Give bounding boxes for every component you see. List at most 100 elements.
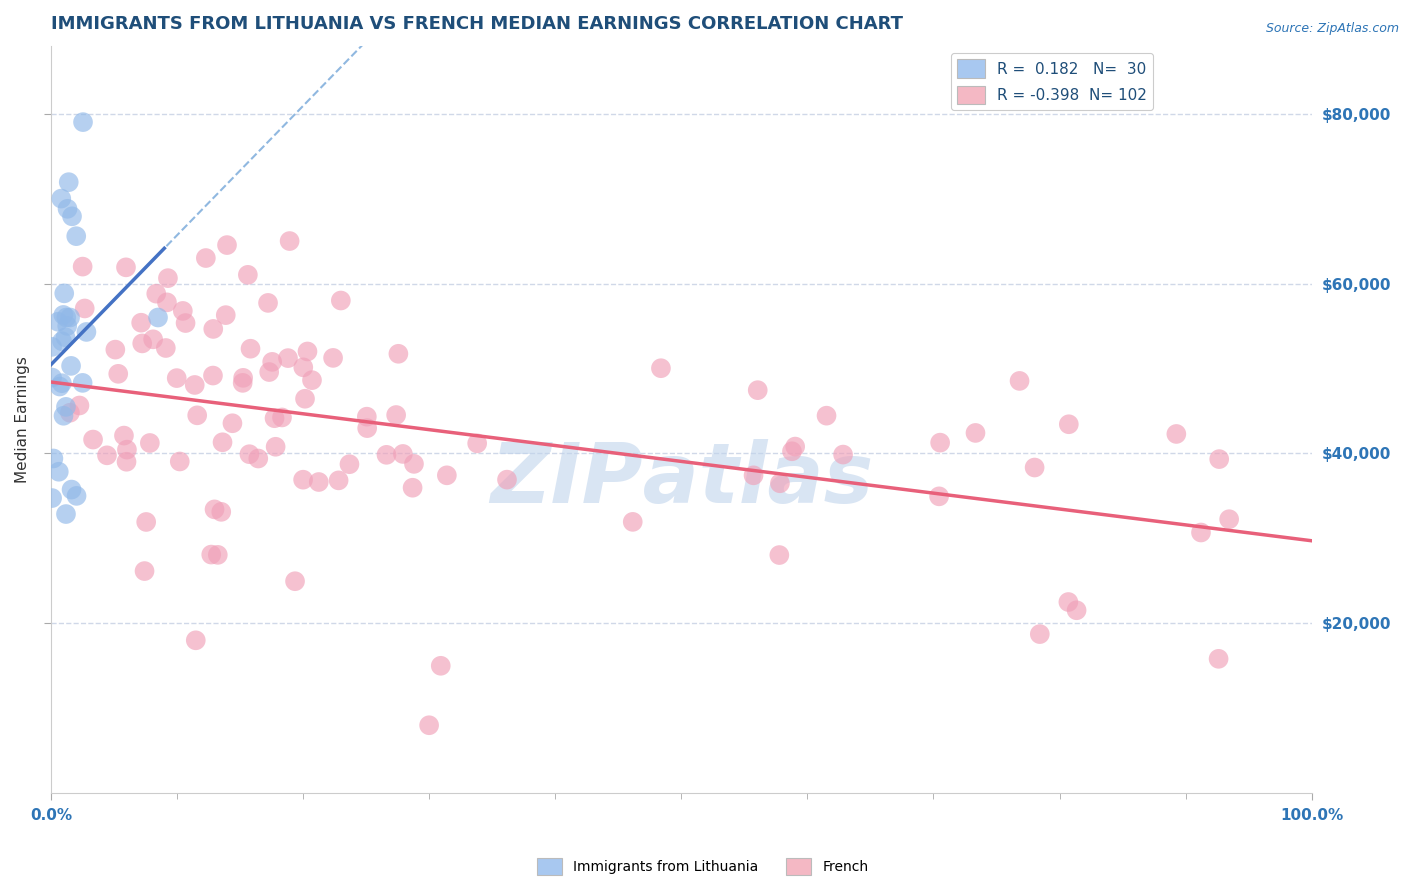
Point	[41, 340, 63, 354]
Point	[1208, 452, 1230, 467]
Point	[1057, 417, 1080, 432]
Point	[965, 425, 987, 440]
Point	[135, 515, 157, 529]
Point	[650, 361, 672, 376]
Point	[262, 355, 284, 369]
Point	[385, 408, 408, 422]
Point	[186, 409, 208, 423]
Point	[104, 343, 127, 357]
Point	[209, 505, 232, 519]
Point	[73, 301, 96, 316]
Point	[322, 351, 344, 365]
Point	[815, 409, 838, 423]
Point	[1166, 426, 1188, 441]
Point	[402, 457, 425, 471]
Point	[375, 448, 398, 462]
Point	[496, 473, 519, 487]
Point	[60, 359, 83, 373]
Point	[200, 548, 222, 562]
Point	[1057, 595, 1080, 609]
Point	[184, 378, 207, 392]
Point	[65, 229, 87, 244]
Point	[55, 400, 77, 414]
Point	[429, 658, 451, 673]
Point	[72, 376, 94, 390]
Text: Source: ZipAtlas.com: Source: ZipAtlas.com	[1265, 22, 1399, 36]
Point	[271, 410, 294, 425]
Point	[51, 334, 73, 349]
Point	[436, 468, 458, 483]
Point	[392, 447, 415, 461]
Point	[65, 489, 87, 503]
Point	[60, 483, 83, 497]
Point	[1008, 374, 1031, 388]
Point	[329, 293, 352, 308]
Point	[146, 310, 169, 325]
Point	[215, 308, 238, 322]
Point	[301, 373, 323, 387]
Point	[51, 192, 73, 206]
Point	[166, 371, 188, 385]
Point	[184, 633, 207, 648]
Point	[832, 448, 855, 462]
Legend: Immigrants from Lithuania, French: Immigrants from Lithuania, French	[531, 853, 875, 880]
Point	[142, 332, 165, 346]
Point	[194, 251, 217, 265]
Point	[239, 342, 262, 356]
Point	[58, 175, 80, 189]
Point	[139, 436, 162, 450]
Point	[232, 371, 254, 385]
Point	[257, 365, 280, 379]
Point	[72, 115, 94, 129]
Point	[1218, 512, 1240, 526]
Point	[929, 435, 952, 450]
Point	[418, 718, 440, 732]
Point	[247, 451, 270, 466]
Point	[112, 428, 135, 442]
Point	[156, 295, 179, 310]
Point	[1208, 652, 1230, 666]
Point	[747, 383, 769, 397]
Point	[238, 447, 260, 461]
Point	[264, 440, 287, 454]
Point	[263, 411, 285, 425]
Point	[48, 465, 70, 479]
Point	[215, 238, 238, 252]
Point	[53, 286, 76, 301]
Point	[339, 457, 361, 471]
Point	[52, 308, 75, 322]
Point	[75, 325, 97, 339]
Point	[308, 475, 330, 489]
Point	[401, 481, 423, 495]
Point	[48, 379, 70, 393]
Point	[55, 310, 77, 325]
Point	[169, 454, 191, 468]
Point	[211, 435, 233, 450]
Point	[202, 322, 225, 336]
Point	[356, 421, 378, 435]
Point	[59, 406, 82, 420]
Point	[284, 574, 307, 589]
Point	[41, 491, 63, 505]
Point	[201, 368, 224, 383]
Point	[1066, 603, 1088, 617]
Point	[236, 268, 259, 282]
Point	[1189, 525, 1212, 540]
Point	[621, 515, 644, 529]
Point	[292, 473, 315, 487]
Point	[768, 548, 790, 562]
Point	[387, 347, 409, 361]
Point	[174, 316, 197, 330]
Point	[328, 474, 350, 488]
Point	[46, 315, 69, 329]
Point	[69, 399, 91, 413]
Point	[292, 360, 315, 375]
Point	[257, 296, 280, 310]
Point	[172, 304, 194, 318]
Point	[129, 316, 152, 330]
Point	[232, 376, 254, 390]
Text: ZIP​atlas: ZIP​atlas	[489, 439, 873, 520]
Point	[465, 436, 488, 450]
Point	[769, 476, 792, 491]
Point	[785, 440, 807, 454]
